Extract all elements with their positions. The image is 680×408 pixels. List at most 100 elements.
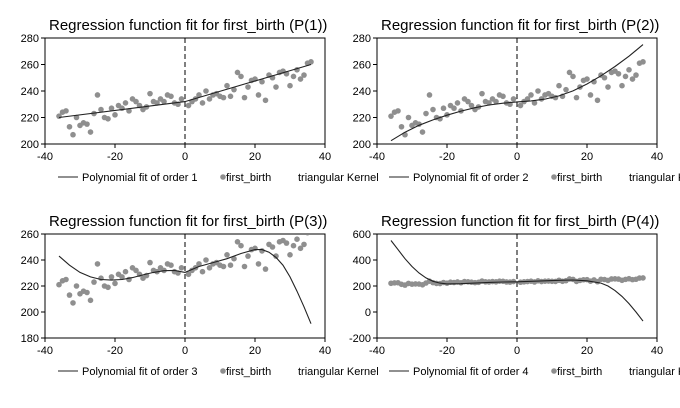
plot-area xyxy=(56,59,314,138)
chart-panel: Regression function fit for first_birth … xyxy=(349,213,680,378)
data-point xyxy=(126,108,132,114)
data-point xyxy=(405,114,412,121)
y-tick-label: 240 xyxy=(21,255,39,267)
data-point xyxy=(308,59,314,65)
data-point xyxy=(94,261,101,267)
plot-area xyxy=(388,240,646,322)
data-point xyxy=(63,108,69,114)
legend-kernel-label: triangular Kernel xyxy=(298,366,379,378)
data-point xyxy=(245,84,251,90)
data-point xyxy=(206,96,213,102)
data-point xyxy=(493,98,499,105)
y-tick-label: 220 xyxy=(21,113,39,125)
data-point xyxy=(133,98,139,105)
y-tick-label: 260 xyxy=(21,60,39,72)
data-point xyxy=(238,242,244,249)
data-point xyxy=(287,82,293,89)
data-point xyxy=(426,92,433,98)
legend-kernel-label: triangular Kernel xyxy=(629,172,680,184)
legend-series-label: first_birth xyxy=(226,366,271,378)
data-point xyxy=(98,106,104,113)
y-tick-label: 180 xyxy=(21,333,39,345)
data-point xyxy=(84,289,90,296)
data-point xyxy=(640,275,646,281)
data-point xyxy=(66,123,73,130)
data-point xyxy=(273,84,279,90)
chart-title: Regression function fit for first_birth … xyxy=(49,17,327,34)
data-point xyxy=(70,300,76,306)
data-point xyxy=(528,92,534,98)
data-point xyxy=(573,94,580,101)
x-tick-label: 40 xyxy=(651,151,663,163)
chart-panel: Regression function fit for first_birth … xyxy=(21,17,379,184)
data-point xyxy=(73,283,80,289)
data-point xyxy=(500,93,506,100)
data-point xyxy=(629,76,636,82)
data-point xyxy=(517,102,524,109)
y-tick-label: 200 xyxy=(21,307,39,319)
data-point xyxy=(108,274,115,280)
data-point xyxy=(524,96,531,102)
data-point xyxy=(56,281,62,288)
x-tick-label: -40 xyxy=(37,151,53,163)
data-point xyxy=(147,90,153,97)
x-tick-label: -40 xyxy=(37,345,53,357)
data-point xyxy=(231,255,237,262)
x-tick-label: -20 xyxy=(107,345,123,357)
x-tick-label: 40 xyxy=(319,151,331,163)
x-tick-label: 0 xyxy=(182,345,188,357)
data-point xyxy=(196,92,202,98)
legend-series-label: first_birth xyxy=(557,172,602,184)
data-point xyxy=(626,67,632,73)
data-point xyxy=(587,92,594,98)
data-point xyxy=(227,93,234,100)
legend-series-label: first_birth xyxy=(226,172,271,184)
y-tick-label: 600 xyxy=(353,229,371,241)
data-point xyxy=(112,280,118,287)
data-point xyxy=(283,240,290,246)
legend-kernel-label: triangular Kernel xyxy=(298,172,379,184)
y-tick-label: 260 xyxy=(21,229,39,241)
x-tick-label: 20 xyxy=(581,345,593,357)
chart-panel: Regression function fit for first_birth … xyxy=(21,213,379,378)
chart-panel: Regression function fit for first_birth … xyxy=(353,17,680,184)
data-point xyxy=(395,108,401,114)
legend-fit-label: Polynomial fit of order 2 xyxy=(413,172,529,184)
data-point xyxy=(584,76,590,82)
data-point xyxy=(305,235,310,236)
legend-fit-label: Polynomial fit of order 4 xyxy=(413,366,529,378)
fit-line xyxy=(58,249,312,324)
data-point xyxy=(119,274,125,280)
data-point xyxy=(105,116,111,122)
fit-line xyxy=(390,44,644,142)
data-point xyxy=(199,100,206,106)
x-tick-label: 20 xyxy=(249,151,261,163)
data-point xyxy=(224,82,230,89)
data-point xyxy=(566,69,573,76)
data-point xyxy=(398,123,405,130)
y-tick-label: 240 xyxy=(21,86,39,98)
x-tick-label: -20 xyxy=(439,345,455,357)
data-point xyxy=(622,73,629,80)
y-tick-label: 200 xyxy=(353,281,371,293)
x-tick-label: 0 xyxy=(182,151,188,163)
data-point xyxy=(245,253,251,259)
data-point xyxy=(161,98,167,105)
data-point xyxy=(185,271,192,278)
data-point xyxy=(468,102,475,109)
data-point xyxy=(297,245,304,252)
data-point xyxy=(430,106,436,113)
data-point xyxy=(241,94,248,101)
x-tick-label: 20 xyxy=(581,151,593,163)
data-point xyxy=(206,265,213,271)
legend: Polynomial fit of order 1 first_birth tria… xyxy=(58,172,379,184)
data-point xyxy=(535,88,541,94)
data-point xyxy=(147,259,153,266)
data-point xyxy=(563,86,569,93)
data-point xyxy=(510,96,517,102)
data-point xyxy=(301,241,307,248)
legend-point-swatch xyxy=(220,174,226,180)
data-point xyxy=(451,105,457,112)
data-point xyxy=(94,92,101,98)
x-tick-label: -40 xyxy=(369,345,385,357)
